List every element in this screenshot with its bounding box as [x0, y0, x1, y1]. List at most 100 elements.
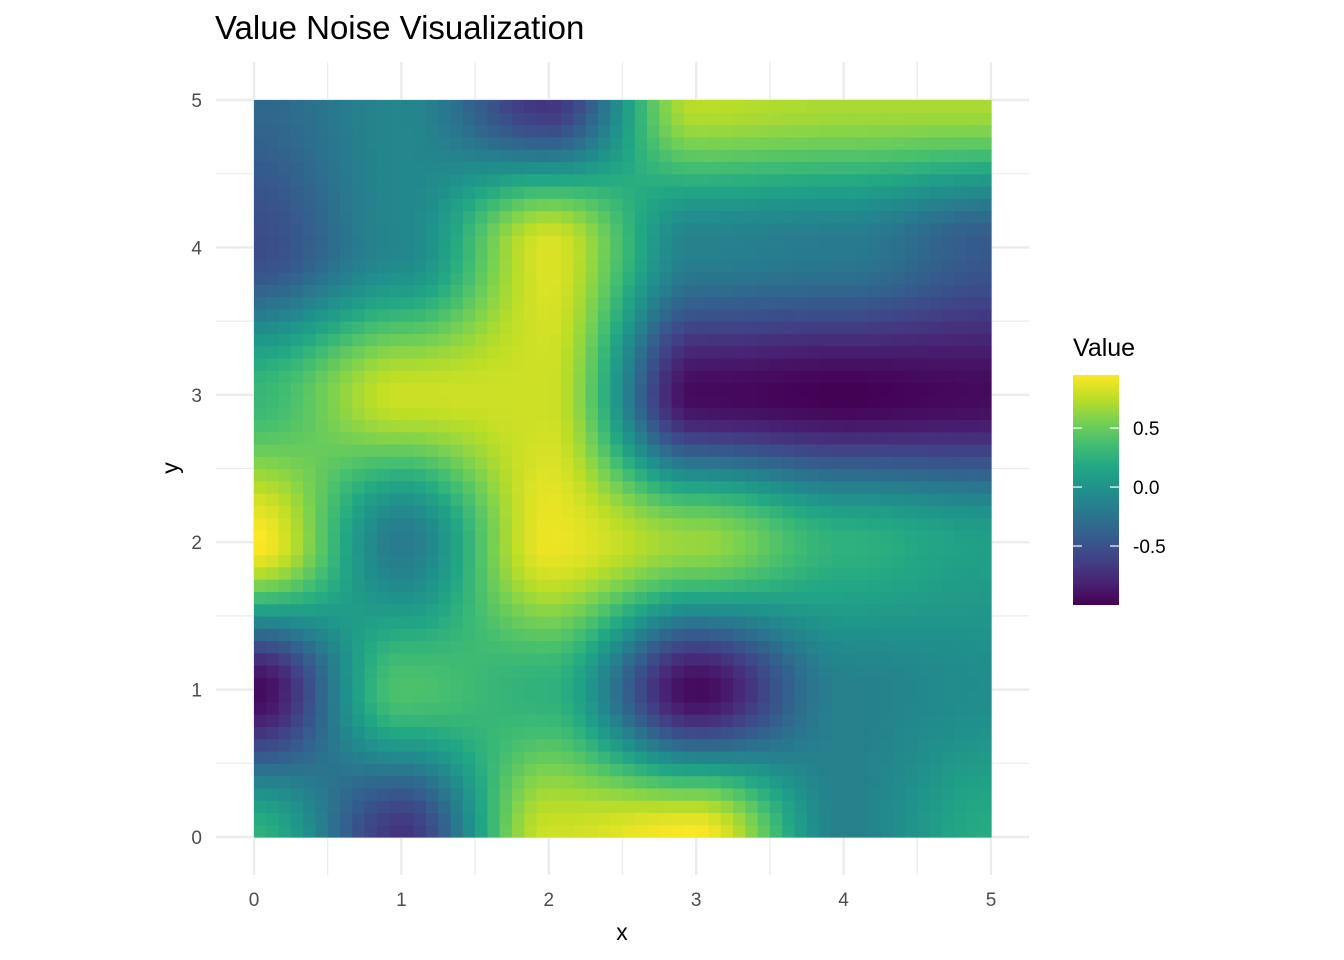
heatmap-cell	[941, 407, 955, 420]
heatmap-cell	[917, 480, 931, 494]
heatmap-cell	[745, 751, 759, 764]
heatmap-cell	[290, 591, 304, 605]
heatmap-cell	[917, 689, 931, 703]
heatmap-cell	[634, 321, 648, 334]
heatmap-cell	[929, 529, 943, 543]
heatmap-cell	[536, 665, 550, 678]
heatmap-cell	[561, 443, 574, 457]
heatmap-cell	[548, 185, 562, 199]
heatmap-cell	[499, 689, 513, 703]
heatmap-cell	[339, 468, 353, 482]
heatmap-cell	[671, 370, 685, 384]
heatmap-cell	[806, 100, 820, 113]
heatmap-cell	[696, 100, 710, 113]
heatmap-cell	[511, 210, 525, 224]
heatmap-cell	[290, 284, 304, 298]
heatmap-cell	[327, 173, 341, 187]
heatmap-cell	[266, 296, 280, 310]
heatmap-cell	[794, 198, 808, 212]
heatmap-cell	[278, 628, 292, 642]
heatmap-cell	[450, 284, 464, 298]
heatmap-cell	[868, 603, 882, 617]
heatmap-cell	[966, 726, 980, 740]
heatmap-cell	[303, 161, 317, 175]
heatmap-cell	[524, 296, 538, 310]
heatmap-cell	[905, 136, 918, 150]
heatmap-cell	[585, 259, 599, 273]
heatmap-cell	[561, 751, 574, 764]
heatmap-cell	[413, 259, 427, 273]
heatmap-cell	[425, 284, 439, 298]
heatmap-cell	[290, 198, 304, 212]
heatmap-cell	[855, 468, 869, 482]
heatmap-cell	[831, 529, 845, 543]
heatmap-cell	[573, 714, 587, 728]
heatmap-cell	[254, 603, 267, 617]
heatmap-cell	[278, 271, 292, 285]
heatmap-cell	[278, 124, 292, 138]
heatmap-cell	[954, 566, 968, 580]
heatmap-cell	[659, 210, 673, 224]
heatmap-cell	[757, 431, 771, 445]
heatmap-cell	[745, 812, 759, 826]
heatmap-cell	[352, 677, 366, 691]
heatmap-cell	[683, 112, 697, 126]
heatmap-cell	[941, 198, 955, 212]
heatmap-cell	[806, 136, 820, 150]
heatmap-cell	[892, 665, 906, 678]
heatmap-cell	[254, 370, 267, 384]
heatmap-cell	[671, 517, 685, 531]
heatmap-cell	[647, 542, 660, 556]
heatmap-cell	[573, 382, 587, 396]
heatmap-cell	[573, 259, 587, 273]
heatmap-cell	[819, 419, 832, 433]
heatmap-cell	[941, 677, 955, 691]
heatmap-cell	[966, 738, 980, 752]
heatmap-cell	[561, 665, 574, 678]
heatmap-cell	[389, 751, 402, 764]
heatmap-cell	[266, 259, 280, 273]
heatmap-cell	[327, 210, 341, 224]
heatmap-cell	[708, 136, 722, 150]
heatmap-cell	[696, 591, 710, 605]
heatmap-cell	[303, 554, 317, 568]
heatmap-cell	[831, 505, 845, 519]
heatmap-cell	[708, 394, 722, 408]
heatmap-cell	[597, 652, 611, 666]
heatmap-cell	[733, 738, 746, 752]
heatmap-cell	[892, 615, 906, 629]
heatmap-cell	[425, 308, 439, 322]
heatmap-cell	[868, 259, 882, 273]
heatmap-cell	[573, 370, 587, 384]
heatmap-cell	[573, 579, 587, 592]
heatmap-cell	[880, 308, 894, 322]
heatmap-cell	[819, 726, 832, 740]
heatmap-cell	[941, 431, 955, 445]
heatmap-cell	[610, 824, 624, 838]
heatmap-cell	[855, 198, 869, 212]
heatmap-cell	[954, 247, 968, 261]
heatmap-cell	[733, 554, 746, 568]
heatmap-cell	[462, 112, 476, 126]
heatmap-cell	[438, 419, 452, 433]
legend: Value 0.50.0-0.5	[1073, 334, 1166, 605]
heatmap-cell	[868, 185, 882, 199]
heatmap-cell	[769, 628, 783, 642]
heatmap-cell	[266, 591, 280, 605]
heatmap-cell	[929, 652, 943, 666]
heatmap-cell	[536, 321, 550, 334]
heatmap-cell	[499, 726, 513, 740]
heatmap-cell	[536, 529, 550, 543]
heatmap-cell	[290, 136, 304, 150]
heatmap-cell	[462, 370, 476, 384]
heatmap-cell	[389, 321, 402, 334]
heatmap-cell	[254, 198, 267, 212]
heatmap-cell	[831, 468, 845, 482]
heatmap-cell	[487, 824, 501, 838]
heatmap-cell	[327, 124, 341, 138]
heatmap-cell	[683, 603, 697, 617]
heatmap-cell	[880, 357, 894, 371]
heatmap-cell	[917, 628, 931, 642]
heatmap-cell	[880, 259, 894, 273]
heatmap-cell	[303, 738, 317, 752]
